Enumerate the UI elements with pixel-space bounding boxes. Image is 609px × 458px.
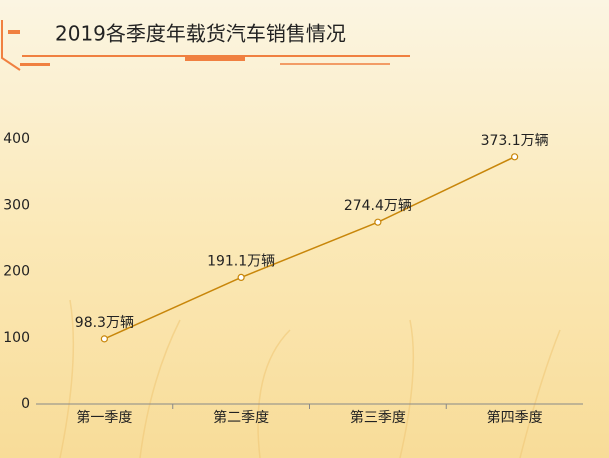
decoration [59, 299, 561, 458]
data-label: 98.3万辆 [75, 315, 134, 331]
y-tick-label: 400 [3, 131, 30, 147]
data-label: 191.1万辆 [207, 253, 275, 269]
title-decoration [0, 20, 410, 71]
data-label: 373.1万辆 [481, 133, 549, 149]
chart-title: 2019各季度年载货汽车销售情况 [55, 22, 346, 46]
y-tick-label: 100 [3, 330, 30, 346]
x-tick-label: 第一季度 [76, 409, 132, 426]
y-tick-label: 300 [3, 197, 30, 213]
x-tick-label: 第四季度 [487, 409, 543, 426]
point [511, 153, 519, 161]
data-label: 274.4万辆 [344, 198, 412, 214]
point [237, 273, 245, 281]
y-tick-label: 200 [3, 264, 30, 280]
point [100, 335, 108, 343]
y-tick-label: 0 [21, 396, 30, 412]
line [104, 156, 515, 340]
x-tick-label: 第二季度 [213, 409, 269, 426]
x-tick-label: 第三季度 [350, 409, 406, 426]
point [374, 218, 382, 226]
